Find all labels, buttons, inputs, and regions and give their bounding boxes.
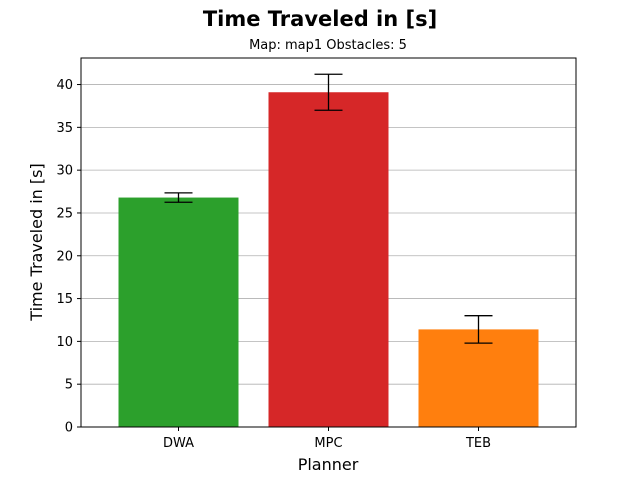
error-bars (164, 73, 493, 344)
y-tick-label: 25 (56, 206, 73, 221)
y-tick-label: 5 (65, 378, 73, 393)
x-axis-ticks: DWA MPC TEB (163, 427, 491, 451)
chart-subtitle: Map: map1 Obstacles: 5 (249, 38, 407, 53)
y-tick-label: 20 (56, 249, 73, 264)
bar-dwa (118, 197, 239, 427)
bar-mpc (268, 92, 389, 427)
y-tick-label: 30 (56, 164, 73, 179)
x-tick-label-teb: TEB (465, 436, 491, 451)
x-tick-label-dwa: DWA (163, 436, 194, 451)
y-tick-label: 0 (65, 421, 73, 436)
y-tick-label: 10 (56, 335, 73, 350)
y-tick-label: 15 (56, 292, 73, 307)
error-bar-teb (464, 315, 493, 344)
y-axis-label: Time Traveled in [s] (27, 163, 46, 321)
y-tick-label: 35 (56, 121, 73, 136)
bar-teb (418, 329, 539, 427)
bars (118, 92, 539, 427)
error-bar-dwa (164, 192, 193, 203)
chart-title: Time Traveled in [s] (203, 7, 437, 31)
x-tick-label-mpc: MPC (314, 436, 342, 451)
y-axis-ticks: 0 5 10 15 20 25 30 35 40 (56, 78, 81, 436)
error-bar-mpc (314, 73, 343, 111)
x-axis-label: Planner (298, 455, 359, 474)
y-tick-label: 40 (56, 78, 73, 93)
